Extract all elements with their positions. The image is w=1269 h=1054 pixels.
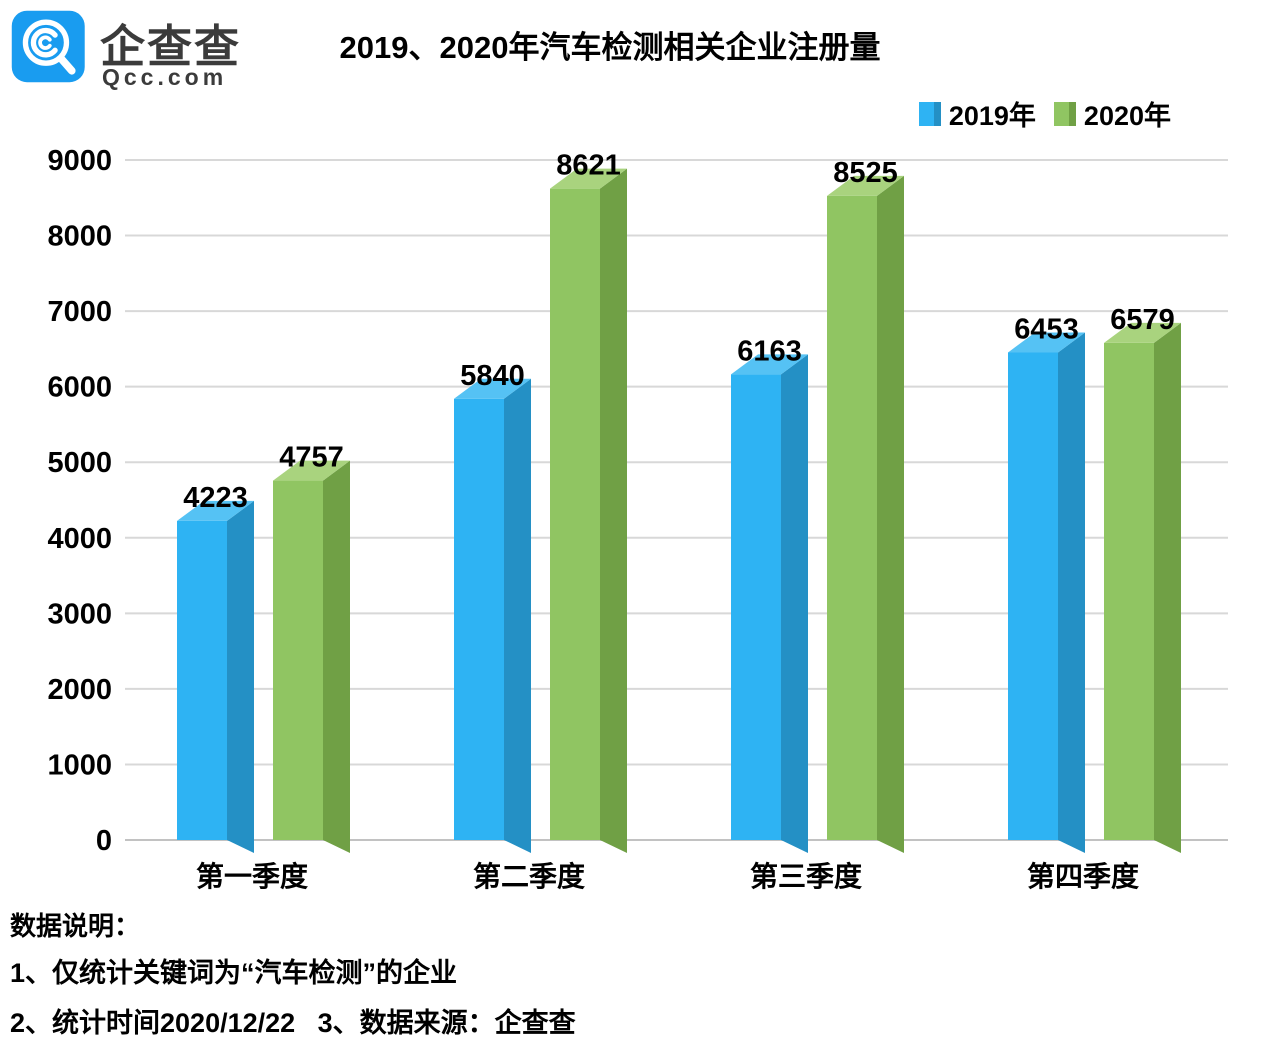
value-label-2019年-第一季度: 4223 xyxy=(183,482,248,514)
chart-title: 2019、2020年汽车检测相关企业注册量 xyxy=(339,30,881,65)
x-tick-label-第三季度: 第三季度 xyxy=(750,860,862,892)
x-tick-label-第四季度: 第四季度 xyxy=(1027,860,1139,892)
bar-top-2019年-第三季度 xyxy=(731,354,808,375)
value-label-2019年-第二季度: 5840 xyxy=(460,360,525,392)
x-tick-label-第二季度: 第二季度 xyxy=(473,860,585,892)
y-tick-label: 6000 xyxy=(47,372,112,404)
y-tick-label: 5000 xyxy=(47,447,112,479)
bar-side-2019年-第四季度 xyxy=(1058,332,1085,853)
brand-domain: Qcc.com xyxy=(102,64,228,90)
chart-legend: 2019年 2020年 xyxy=(918,94,1171,133)
bar-top-2020年-第四季度 xyxy=(1104,322,1181,343)
bar-side-2020年-第三季度 xyxy=(877,175,904,853)
bar-side-2020年-第四季度 xyxy=(1154,322,1181,853)
y-tick-label: 1000 xyxy=(47,749,112,781)
bar-side-2019年-第二季度 xyxy=(504,378,531,853)
value-label-2019年-第四季度: 6453 xyxy=(1014,313,1079,345)
bar-side-2019年-第三季度 xyxy=(781,354,808,853)
bar-2019年-第四季度 xyxy=(1008,352,1058,840)
y-tick-label: 3000 xyxy=(47,598,112,630)
bar-top-2020年-第三季度 xyxy=(827,175,904,196)
footer-heading: 数据说明： xyxy=(10,911,141,941)
footer-note-1: 1、仅统计关键词为“汽车检测”的企业 xyxy=(10,958,458,988)
brand-name-cn: 企查查 xyxy=(100,21,242,72)
qcc-logo: 企查查 Qcc.com xyxy=(10,8,310,98)
legend-item-2020年: 2020年 xyxy=(1053,94,1171,133)
legend-swatch-icon xyxy=(918,101,941,126)
footer-note-2: 2、统计时间2020/12/22 3、数据来源：企查查 xyxy=(10,1008,576,1038)
value-label-2020年-第二季度: 8621 xyxy=(556,150,621,182)
y-tick-label: 7000 xyxy=(47,296,112,328)
qcc-magnifier-icon xyxy=(11,10,85,83)
bar-chart: 0 1000 2000 3000 4000 5000 6000 7000 8000 9000 422… xyxy=(47,145,1228,892)
bar-top-2019年-第二季度 xyxy=(454,378,531,399)
legend-item-2019年: 2019年 xyxy=(918,94,1036,133)
bar-side-2020年-第一季度 xyxy=(323,460,350,853)
logo-handle xyxy=(57,54,76,75)
value-label-2020年-第四季度: 6579 xyxy=(1110,304,1175,336)
y-tick-label: 9000 xyxy=(47,145,112,177)
bar-top-2019年-第四季度 xyxy=(1008,332,1085,353)
value-label-2020年-第一季度: 4757 xyxy=(279,442,344,474)
y-tick-label: 8000 xyxy=(47,221,112,253)
bar-2019年-第三季度 xyxy=(731,374,781,840)
bar-top-2020年-第二季度 xyxy=(550,168,627,189)
bar-2020年-第一季度 xyxy=(273,480,323,840)
legend-label: 2020年 xyxy=(1083,101,1171,131)
value-label-2020年-第三季度: 8525 xyxy=(833,157,898,189)
legend-swatch-icon xyxy=(1053,101,1076,126)
y-tick-label: 0 xyxy=(96,825,112,857)
bar-2019年-第二季度 xyxy=(454,398,504,840)
logo-inner-c xyxy=(30,27,58,58)
bar-top-2020年-第一季度 xyxy=(273,460,350,481)
x-tick-label-第一季度: 第一季度 xyxy=(196,860,308,892)
bar-2020年-第三季度 xyxy=(827,195,877,840)
bar-side-2019年-第一季度 xyxy=(227,500,254,853)
bar-2019年-第一季度 xyxy=(177,520,227,840)
value-label-2019年-第三季度: 6163 xyxy=(737,335,802,367)
y-tick-label: 4000 xyxy=(47,523,112,555)
bar-2020年-第二季度 xyxy=(550,188,600,840)
logo-small-c xyxy=(38,35,52,50)
bar-2020年-第四季度 xyxy=(1104,342,1154,840)
bar-side-2020年-第二季度 xyxy=(600,168,627,853)
legend-label: 2019年 xyxy=(948,101,1036,131)
bar-top-2019年-第一季度 xyxy=(177,500,254,521)
y-tick-label: 2000 xyxy=(47,674,112,706)
logo-outer-ring xyxy=(22,19,70,66)
